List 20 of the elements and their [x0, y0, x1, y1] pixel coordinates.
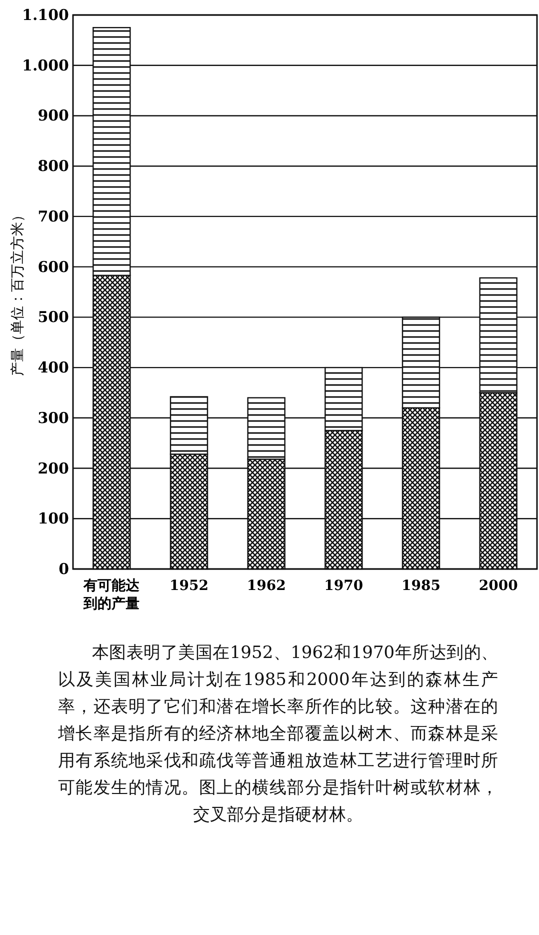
y-tick-label: 200 — [38, 459, 69, 478]
y-tick-label: 800 — [38, 157, 69, 176]
y-tick-label: 1.000 — [22, 56, 69, 74]
y-tick-label: 400 — [38, 358, 69, 377]
y-tick-label: 900 — [38, 106, 69, 125]
y-tick-label: 700 — [38, 207, 69, 226]
x-tick-label: 1970 — [324, 578, 364, 594]
y-tick-label: 1.100 — [22, 6, 69, 24]
x-tick-label: 1952 — [170, 578, 208, 594]
x-tick-label: 2000 — [478, 578, 518, 594]
y-tick-label: 500 — [38, 308, 69, 326]
x-tick-label: 有可能达到的产量 — [82, 578, 141, 612]
y-tick-label: 600 — [38, 258, 69, 276]
y-tick-label: 100 — [38, 510, 69, 528]
y-tick-label: 300 — [38, 408, 69, 427]
y-axis-title: 产量（单位：百万立方米） — [10, 208, 26, 376]
text: 本图表明了美国在1952、1962和1970年所达到的、以及美国林业局计划在1985和2000年达到的森林生产率，还表明了它们和潜在增长率所作的比较。这种潜在的增长率是指所有的经济林地全部覆盖以树木、而森林是采用有系统地采伐和疏伐等普通粗放造林工艺进行管理时所可能发生的情况。图上的横线部分是指针叶树或软材林，交叉部分是指硬材林。 — [58, 642, 498, 827]
x-tick-label: 1962 — [246, 578, 286, 594]
x-tick-label: 1985 — [402, 578, 440, 594]
y-tick-label: 0 — [58, 560, 69, 578]
